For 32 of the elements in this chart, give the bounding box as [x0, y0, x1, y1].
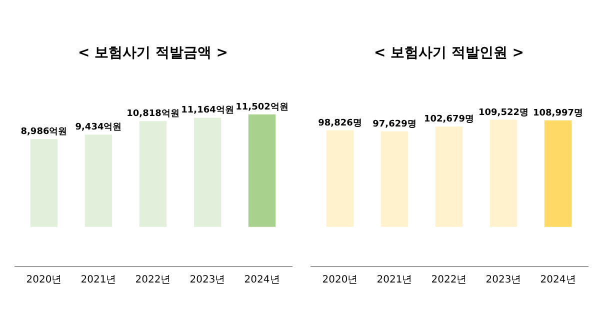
bar [248, 114, 276, 227]
x-tick-label: 2023년 [190, 274, 226, 286]
chart-title: < 보험사기 적발인원 > [374, 45, 524, 61]
data-label: 11,502억원 [236, 102, 288, 112]
bar [30, 139, 58, 227]
data-label: 108,997명 [533, 108, 584, 118]
x-tick-label: 2020년 [322, 274, 358, 286]
data-label: 10,818억원 [126, 109, 180, 120]
data-label: 9,434억원 [75, 122, 122, 133]
data-label: 98,826명 [318, 118, 362, 128]
x-tick-label: 2021년 [80, 274, 116, 286]
x-tick-label: 2022년 [135, 274, 171, 286]
x-tick-label: 2024년 [540, 274, 576, 286]
data-label: 97,629명 [372, 119, 416, 130]
x-tick-label: 2021년 [376, 274, 412, 286]
bar [380, 131, 408, 227]
x-tick-label: 2022년 [431, 274, 467, 286]
bar [139, 121, 167, 227]
data-label: 11,164억원 [181, 106, 234, 116]
bar [194, 118, 222, 227]
bar [326, 130, 354, 227]
bar [544, 120, 572, 227]
data-label: 102,679명 [424, 114, 474, 124]
bar [490, 120, 518, 227]
bar [435, 126, 463, 227]
x-tick-label: 2023년 [486, 274, 522, 286]
x-tick-label: 2020년 [26, 274, 62, 286]
data-label: 109,522명 [478, 108, 529, 118]
x-tick-label: 2024년 [244, 274, 280, 286]
chart-title: < 보험사기 적발금액 > [78, 45, 228, 61]
data-label: 8,986억원 [20, 127, 68, 138]
bar [84, 134, 112, 227]
